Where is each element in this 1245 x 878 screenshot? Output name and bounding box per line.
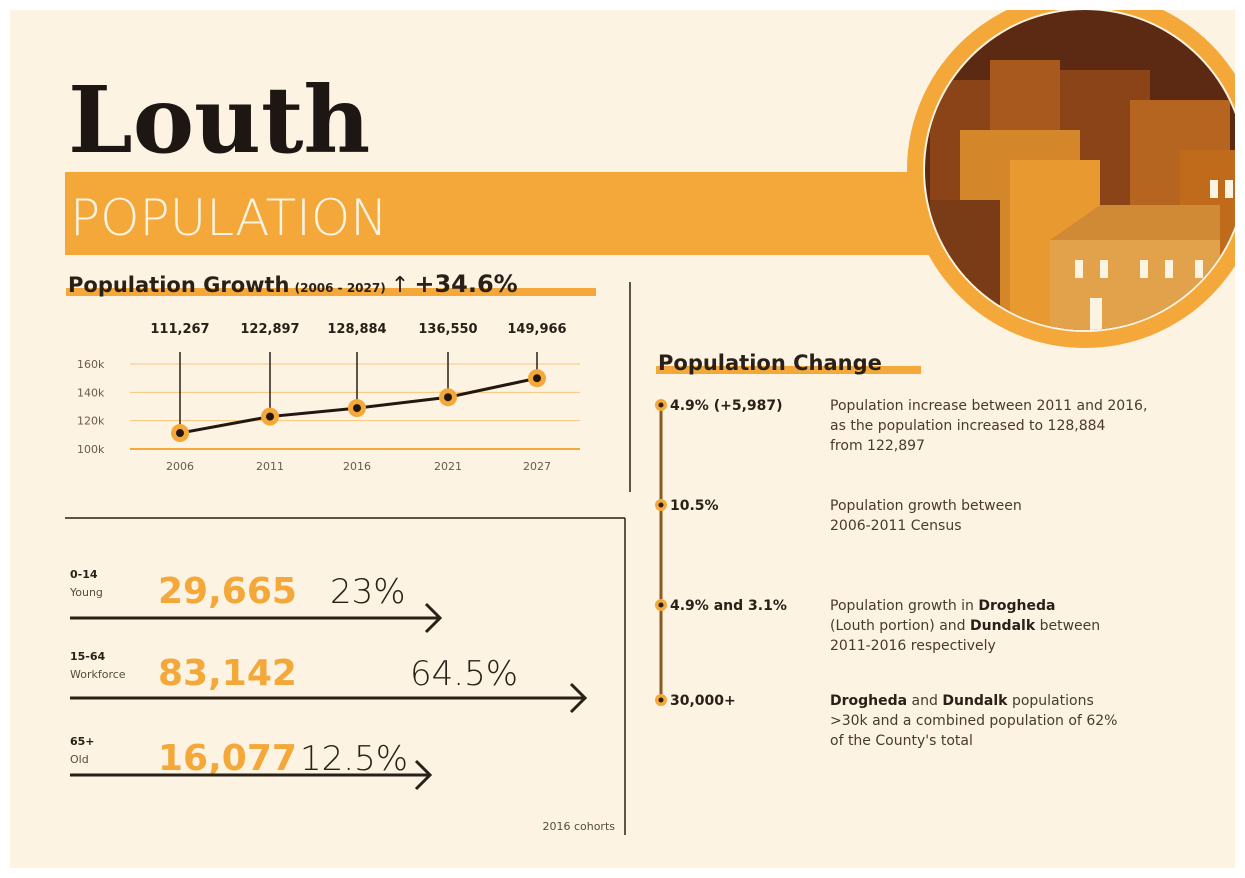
point-center [353, 404, 361, 413]
change-key: 4.9% and 3.1% [670, 598, 787, 614]
title-band [65, 172, 965, 255]
cohorts: 0-14 Young 29,665 23% 15-64 Workforce 83,142 64… [69, 568, 615, 833]
text: of the County's total [830, 733, 973, 749]
change-heading: Population Change [658, 351, 882, 375]
growth-range: (2006 - 2027) [295, 281, 386, 295]
growth-change: +34.6% [414, 270, 517, 298]
point-center [533, 374, 541, 383]
heading-underline [656, 366, 921, 374]
text: Population growth between [830, 498, 1022, 514]
x-tick-label: 2021 [434, 460, 462, 473]
growth-heading: Population Growth (2006 - 2027) ↑ +34.6% [68, 270, 518, 298]
y-tick-label: 120k [77, 415, 105, 428]
timeline-dot-center [658, 697, 664, 703]
text: 2011-2016 respectively [830, 638, 996, 654]
timeline-dot-center [658, 502, 664, 508]
change-key: 4.9% (+5,987) [670, 398, 783, 414]
bold-text: Drogheda [978, 598, 1055, 614]
bold-text: Dundalk [942, 693, 1008, 709]
age-group: Old [70, 753, 89, 766]
text: populations [1008, 693, 1094, 709]
change-description: 2011-2016 respectively [830, 638, 996, 654]
change-description: Population increase between 2011 and 201… [830, 398, 1147, 414]
change-description: >30k and a combined population of 62% [830, 713, 1117, 729]
x-tick-label: 2011 [256, 460, 284, 473]
data-label: 122,897 [240, 322, 299, 337]
text: 2006-2011 Census [830, 518, 961, 534]
cohort-share: 64.5% [410, 654, 518, 694]
age-range: 65+ [70, 735, 95, 748]
age-group: Workforce [70, 668, 126, 681]
chart: 100k 120k 140k 160k 2006 111,267 2011 122,897 20… [77, 322, 580, 473]
point-center [176, 429, 184, 438]
cohort-share: 12.5% [300, 739, 408, 779]
point-center [266, 412, 274, 421]
arrow [70, 759, 433, 791]
data-label: 136,550 [418, 322, 477, 337]
change-description: Drogheda and Dundalk populations [830, 693, 1094, 709]
age-group: Young [69, 586, 103, 599]
timeline-dot-center [658, 602, 664, 608]
y-tick-label: 140k [77, 386, 105, 399]
growth-title: Population Growth [68, 273, 290, 297]
point-center [444, 393, 452, 402]
x-tick-label: 2016 [343, 460, 371, 473]
text: Population growth in [830, 598, 978, 614]
x-tick-label: 2027 [523, 460, 551, 473]
data-label: 128,884 [327, 322, 386, 337]
data-label: 149,966 [507, 322, 566, 337]
bold-text: Drogheda [830, 693, 907, 709]
data-label: 111,267 [150, 322, 209, 337]
change-description: Population growth in Drogheda [830, 598, 1056, 614]
change-description: as the population increased to 128,884 [830, 418, 1106, 434]
text: >30k and a combined population of 62% [830, 713, 1117, 729]
y-tick-label: 160k [77, 358, 105, 371]
growth-arrow: ↑ [391, 273, 409, 298]
text: between [1035, 618, 1100, 634]
change-description: 2006-2011 Census [830, 518, 961, 534]
age-range: 15-64 [70, 650, 106, 663]
x-tick-label: 2006 [166, 460, 194, 473]
bold-text: Dundalk [970, 618, 1036, 634]
heading-underline [66, 288, 596, 296]
change-description: of the County's total [830, 733, 973, 749]
arrow [70, 602, 443, 634]
cohort-count: 29,665 [158, 571, 297, 612]
age-range: 0-14 [70, 568, 98, 581]
title: Louth [68, 66, 370, 174]
change-description: from 122,897 [830, 438, 925, 454]
text: as the population increased to 128,884 [830, 418, 1106, 434]
cohort-count: 16,077 [158, 738, 297, 779]
text: and [907, 693, 942, 709]
timeline-dot-center [658, 402, 664, 408]
cohort-note: 2016 cohorts [542, 820, 615, 833]
cohort-count: 83,142 [158, 653, 297, 694]
subtitle: POPULATION [70, 189, 388, 247]
text: Population increase between 2011 and 201… [830, 398, 1147, 414]
change-description: Population growth between [830, 498, 1022, 514]
y-tick-label: 100k [77, 443, 105, 456]
arrow [70, 682, 588, 714]
text: from 122,897 [830, 438, 925, 454]
change-key: 10.5% [670, 498, 719, 514]
text: (Louth portion) and [830, 618, 970, 634]
change-key: 30,000+ [670, 693, 736, 709]
change-list: 4.9% (+5,987) Population increase between… [655, 398, 1147, 749]
cohort-share: 23% [330, 572, 406, 612]
change-description: (Louth portion) and Dundalk between [830, 618, 1100, 634]
